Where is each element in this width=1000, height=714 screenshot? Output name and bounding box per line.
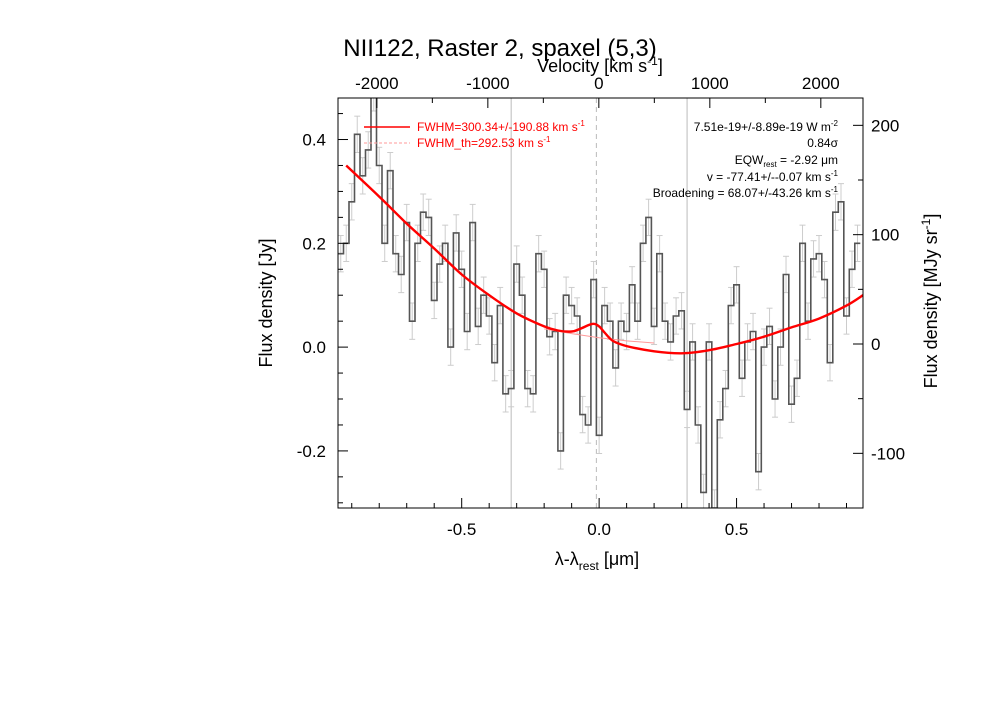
bottom-axis-title: λ-λrest [μm] bbox=[555, 549, 639, 573]
top-axis-title: Velocity [km s-1] bbox=[537, 54, 663, 76]
top-tick-label: 2000 bbox=[802, 74, 840, 93]
top-tick-label: -2000 bbox=[355, 74, 398, 93]
right-tick-label: 200 bbox=[871, 116, 899, 135]
annotation-broadening: Broadening = 68.07+/-43.26 km s-1 bbox=[653, 185, 839, 200]
annotation-sigma: 0.84σ bbox=[807, 136, 838, 150]
spectrum-data-line bbox=[338, 98, 861, 508]
left-axis-title: Flux density [Jy] bbox=[256, 238, 276, 367]
top-tick-label: 0 bbox=[594, 74, 603, 93]
annotation-velocity: v = -77.41+/--0.07 km s-1 bbox=[707, 169, 839, 184]
annotation-eqw: EQWrest = -2.92 μm bbox=[735, 153, 838, 169]
annotation-flux: 7.51e-19+/-8.89e-19 W m-2 bbox=[694, 119, 839, 134]
x-tick-label: 0.5 bbox=[725, 520, 749, 539]
legend-fwhm: FWHM=300.34+/-190.88 km s-1 bbox=[417, 119, 585, 134]
y-tick-label: 0.0 bbox=[302, 338, 326, 357]
legend-fwhm-th: FWHM_th=292.53 km s-1 bbox=[417, 135, 551, 150]
legend: FWHM=300.34+/-190.88 km s-1 FWHM_th=292.… bbox=[364, 119, 585, 150]
y-tick-label: 0.2 bbox=[302, 234, 326, 253]
plot-frame bbox=[337, 97, 864, 509]
chart-title: NII122, Raster 2, spaxel (5,3) bbox=[343, 35, 656, 62]
plot-area bbox=[338, 98, 863, 508]
right-tick-label: 100 bbox=[871, 226, 899, 245]
fit-model-line bbox=[345, 164, 863, 355]
y-tick-label: 0.4 bbox=[302, 131, 326, 150]
x-tick-label: 0.0 bbox=[587, 520, 611, 539]
x-tick-label: -0.5 bbox=[447, 520, 476, 539]
top-tick-label: 1000 bbox=[691, 74, 729, 93]
y-tick-label: -0.2 bbox=[297, 442, 326, 461]
top-tick-label: -1000 bbox=[466, 74, 509, 93]
fit-annotations: 7.51e-19+/-8.89e-19 W m-2 0.84σ EQWrest … bbox=[653, 119, 839, 200]
right-tick-label: -100 bbox=[871, 444, 905, 463]
right-tick-label: 0 bbox=[871, 335, 880, 354]
right-axis-title: Flux density [MJy sr-1] bbox=[919, 214, 941, 389]
